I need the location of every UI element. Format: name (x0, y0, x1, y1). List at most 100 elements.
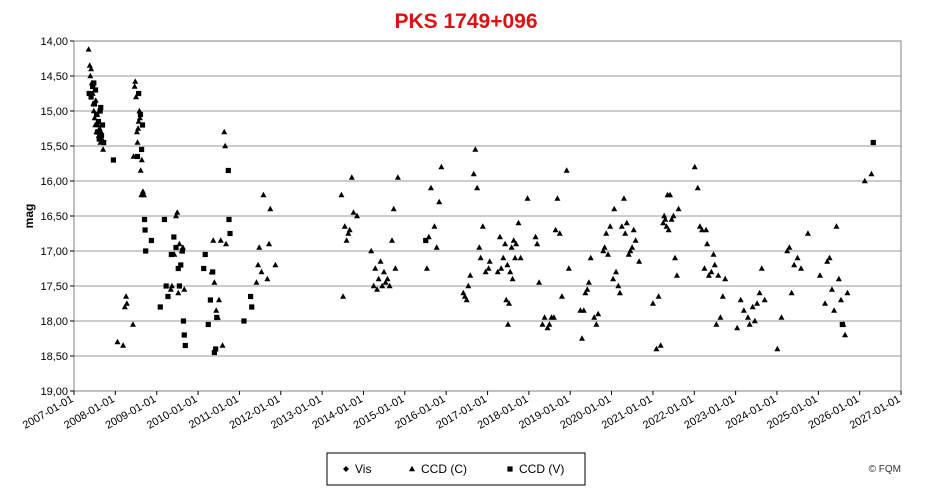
data-point-triangle (221, 128, 228, 135)
data-point-triangle (861, 177, 868, 184)
data-point-triangle (258, 268, 265, 275)
data-point-triangle (392, 265, 399, 271)
data-point-triangle (622, 230, 629, 236)
data-point-square (248, 293, 254, 300)
data-point-triangle (222, 142, 229, 149)
data-point-triangle (565, 265, 572, 271)
data-point-triangle (600, 247, 607, 254)
data-point-triangle (544, 324, 551, 331)
data-point-triangle (427, 184, 434, 191)
data-point-triangle (670, 212, 677, 219)
legend-label: Vis (355, 462, 371, 476)
data-point-triangle (660, 219, 667, 226)
data-point-triangle (509, 275, 516, 282)
data-point-triangle (541, 314, 548, 320)
data-point-triangle (605, 251, 612, 257)
data-point-triangle (746, 321, 753, 327)
y-tick-label: 15,50 (40, 141, 68, 153)
data-point-triangle (121, 303, 128, 310)
data-point-square (226, 216, 232, 223)
data-point-triangle (433, 244, 440, 250)
data-point-triangle (595, 310, 602, 317)
data-point-triangle (717, 314, 724, 320)
copyright-label: © FQM (869, 464, 901, 475)
data-point-square (176, 283, 182, 289)
data-point-triangle (217, 237, 224, 243)
data-point-square (136, 90, 142, 97)
data-point-triangle (100, 146, 107, 152)
data-point-triangle (463, 296, 470, 303)
data-point-square (139, 122, 146, 128)
data-point-triangle (423, 265, 430, 271)
y-tick-label: 18,50 (40, 351, 68, 363)
data-point-triangle (123, 300, 130, 306)
data-point-triangle (467, 272, 474, 278)
data-point-triangle (591, 314, 598, 320)
data-point-triangle (350, 209, 357, 215)
data-point-square (181, 332, 187, 338)
data-point-triangle (507, 268, 514, 275)
data-point-triangle (340, 293, 347, 299)
data-point-triangle (563, 167, 570, 173)
data-point-triangle (256, 244, 263, 250)
data-point-triangle (587, 254, 594, 261)
data-point-triangle (618, 223, 625, 229)
data-point-triangle (211, 279, 218, 285)
data-point-triangle (701, 265, 708, 271)
data-point-triangle (655, 293, 662, 299)
legend-marker-diamond (343, 466, 349, 472)
y-axis: 14,00 14,50 15,00 15,50 16,00 16,50 17,00 17,50… (40, 36, 74, 398)
data-point-square (227, 230, 233, 237)
data-point-triangle (138, 156, 145, 163)
data-point-triangle (653, 345, 660, 352)
data-point-triangle (140, 191, 147, 198)
data-point-triangle (345, 230, 352, 236)
data-point-triangle (267, 205, 274, 212)
data-point-triangle (616, 289, 623, 296)
data-point-triangle (346, 226, 353, 233)
data-point-triangle (114, 338, 121, 345)
data-point-triangle (92, 97, 99, 103)
data-point-triangle (506, 300, 513, 306)
data-point-triangle (213, 307, 220, 313)
data-point-triangle (136, 107, 143, 114)
data-point-triangle (705, 272, 712, 278)
data-point-triangle (778, 314, 785, 320)
data-point-triangle (266, 240, 273, 247)
data-point-triangle (665, 226, 672, 233)
legend-marker-triangle (409, 465, 415, 472)
data-point-triangle (476, 244, 483, 250)
data-point-triangle (758, 265, 765, 271)
data-point-square (180, 318, 187, 324)
data-point-triangle (842, 331, 849, 338)
data-point-triangle (135, 125, 142, 131)
data-point-triangle (343, 237, 350, 243)
data-point-triangle (494, 268, 501, 275)
data-point-square (91, 101, 98, 107)
data-point-triangle (663, 223, 670, 229)
data-point-triangle (370, 282, 377, 289)
data-point-triangle (465, 282, 472, 289)
data-point-triangle (610, 275, 617, 282)
data-point-triangle (382, 279, 389, 285)
data-point-triangle (694, 184, 701, 191)
data-point-square (207, 297, 214, 303)
data-point-triangle (620, 195, 627, 201)
y-tick-label: 17,50 (40, 281, 68, 293)
data-point-square (96, 136, 102, 142)
data-point-triangle (794, 254, 801, 261)
data-point-triangle (754, 300, 761, 306)
data-point-triangle (761, 296, 768, 303)
data-point-triangle (135, 118, 142, 124)
data-point-triangle (703, 226, 710, 233)
data-point-triangle (784, 247, 791, 254)
data-point-square (168, 251, 174, 258)
data-point-triangle (223, 240, 230, 247)
legend-box (326, 452, 586, 486)
data-point-triangle (504, 261, 511, 268)
data-point-square (148, 237, 155, 244)
data-point-triangle (722, 275, 729, 282)
data-point-triangle (824, 258, 831, 264)
data-point-triangle (744, 314, 751, 320)
data-point-triangle (131, 83, 138, 89)
